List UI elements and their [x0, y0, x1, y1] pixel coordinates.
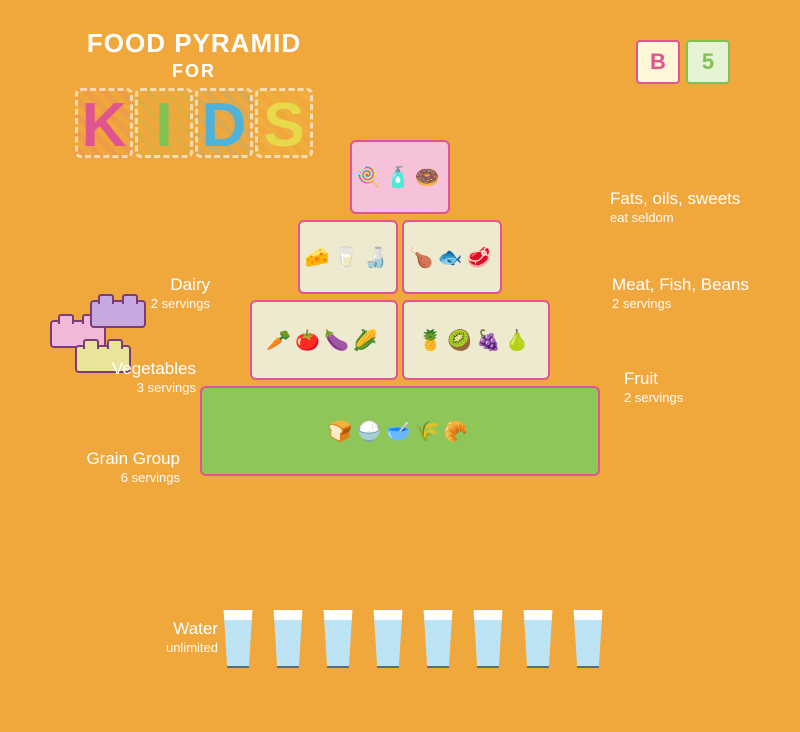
- tier-meat: 🍗🐟🥩: [402, 220, 502, 294]
- label-fats: Fats, oils, sweets eat seldom: [610, 190, 770, 225]
- label-sub: unlimited: [58, 641, 218, 655]
- water-glass: [370, 610, 406, 668]
- tier-icons: 🍍🥝🍇🍐: [418, 328, 534, 353]
- water-glass: [470, 610, 506, 668]
- water-glass: [270, 610, 306, 668]
- water-glass: [220, 610, 256, 668]
- water-glass: [420, 610, 456, 668]
- tier-dairy: 🧀🥛🍶: [298, 220, 398, 294]
- label-grain: Grain Group 6 servings: [20, 450, 180, 485]
- title-line1: FOOD PYRAMID: [75, 28, 313, 59]
- tier-grain: 🍞🍚🥣🌾🥐: [200, 386, 600, 476]
- tier-icons: 🍞🍚🥣🌾🥐: [328, 419, 473, 444]
- tier-icons: 🧀🥛🍶: [305, 245, 392, 270]
- tier-fats: 🍭🧴🍩: [350, 140, 450, 214]
- water-glass: [320, 610, 356, 668]
- label-sub: 2 servings: [624, 391, 784, 405]
- title-line2: FOR: [75, 61, 313, 82]
- water-glass: [570, 610, 606, 668]
- label-sub: 6 servings: [20, 471, 180, 485]
- toy-block: B: [636, 40, 680, 84]
- tier-icons: 🥕🍅🍆🌽: [266, 328, 382, 353]
- water-glass: [520, 610, 556, 668]
- label-main: Vegetables: [112, 359, 196, 378]
- label-water: Water unlimited: [58, 620, 218, 655]
- tier-fruit: 🍍🥝🍇🍐: [402, 300, 550, 380]
- label-meat: Meat, Fish, Beans 2 servings: [612, 276, 772, 311]
- label-main: Water: [173, 619, 218, 638]
- toy-blocks: B5: [636, 40, 730, 84]
- food-pyramid: 🍭🧴🍩 🧀🥛🍶 🍗🐟🥩 🥕🍅🍆🌽 🍍🥝🍇🍐 🍞🍚🥣🌾🥐: [180, 140, 620, 590]
- tier-veg: 🥕🍅🍆🌽: [250, 300, 398, 380]
- label-main: Dairy: [170, 275, 210, 294]
- label-main: Grain Group: [86, 449, 180, 468]
- label-sub: eat seldom: [610, 211, 770, 225]
- label-main: Fats, oils, sweets: [610, 189, 740, 208]
- label-dairy: Dairy 2 servings: [50, 276, 210, 311]
- kids-letter: K: [75, 88, 133, 158]
- toy-block: 5: [686, 40, 730, 84]
- label-main: Fruit: [624, 369, 658, 388]
- label-sub: 2 servings: [612, 297, 772, 311]
- label-sub: 3 servings: [36, 381, 196, 395]
- tier-icons: 🍗🐟🥩: [409, 245, 496, 270]
- water-glasses: [220, 610, 606, 668]
- label-sub: 2 servings: [50, 297, 210, 311]
- tier-icons: 🍭🧴🍩: [357, 165, 444, 190]
- label-main: Meat, Fish, Beans: [612, 275, 749, 294]
- title-block: FOOD PYRAMID FOR KIDS: [75, 28, 313, 158]
- label-veg: Vegetables 3 servings: [36, 360, 196, 395]
- label-fruit: Fruit 2 servings: [624, 370, 784, 405]
